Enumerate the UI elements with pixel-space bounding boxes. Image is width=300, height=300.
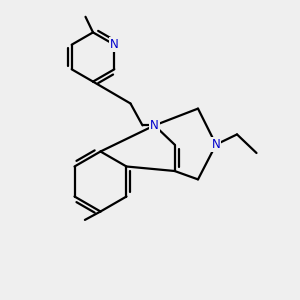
Text: N: N [212,138,220,151]
Text: N: N [150,119,159,132]
Text: N: N [110,38,119,51]
